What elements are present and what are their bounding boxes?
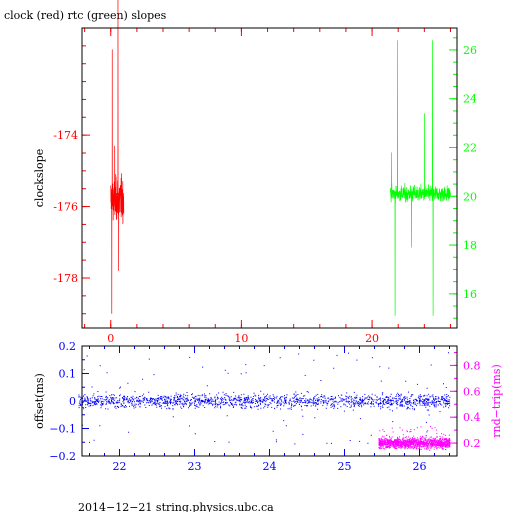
top-yright-tick-label: 20	[463, 190, 477, 203]
top-panel: 0 10 20 -174 -176 -178 16 18 20 22 24 26 clockslope	[33, 0, 477, 345]
bottom-yright-tick-label: 0.8	[463, 359, 481, 372]
bottom-panel: 22 23 24 25 26 0.2 0.1 0 −0.1 −0.2 0.8 0.6 0.4 0.2 of…	[33, 340, 503, 473]
top-x-tick-label: 10	[234, 332, 248, 345]
bottom-y-axis-label: offset(ms)	[33, 373, 46, 429]
bottom-x-tick-label: 22	[113, 460, 127, 473]
chart-title: clock (red) rtc (green) slopes	[4, 9, 167, 22]
bottom-plot-data	[78, 352, 451, 451]
top-yleft-tick-label: -178	[53, 272, 78, 285]
top-plot-frame	[81, 27, 458, 329]
bottom-x-tick-label: 25	[338, 460, 352, 473]
top-yright-tick-label: 22	[463, 142, 477, 155]
top-x-tick-label: 20	[365, 332, 379, 345]
bottom-yright-tick-label: 0.4	[463, 411, 481, 424]
bottom-yleft-tick-label: −0.2	[49, 450, 76, 463]
top-yright-tick-label: 18	[463, 239, 477, 252]
top-x-tick-label: 0	[107, 332, 114, 345]
bottom-yleft-tick-label: 0.1	[59, 368, 77, 381]
bottom-yright-tick-label: 0.2	[463, 437, 481, 450]
top-yright-tick-label: 26	[463, 44, 477, 57]
bottom-y2-axis-label: rnd−trip(ms)	[490, 364, 503, 438]
bottom-yleft-tick-label: 0.2	[59, 340, 77, 353]
top-series-right	[390, 40, 451, 316]
top-yright-tick-label: 24	[463, 93, 477, 106]
top-axis-ticks: 0 10 20 -174 -176 -178 16 18 20 22 24 26	[53, 28, 477, 345]
top-yleft-tick-label: -176	[53, 201, 78, 214]
bottom-x-tick-label: 24	[263, 460, 277, 473]
top-yright-tick-label: 16	[463, 288, 477, 301]
bottom-yleft-tick-label: 0	[69, 395, 76, 408]
bottom-series-left	[78, 352, 451, 445]
bottom-series-right	[378, 426, 451, 451]
bottom-yright-tick-label: 0.6	[463, 385, 481, 398]
bottom-x-tick-label: 23	[188, 460, 202, 473]
top-yleft-tick-label: -174	[53, 129, 78, 142]
bottom-yleft-tick-label: −0.1	[49, 423, 76, 436]
bottom-plot-frame	[81, 345, 458, 457]
footer-caption: 2014−12−21 string.physics.ubc.ca	[78, 501, 274, 512]
top-series-left	[110, 0, 125, 314]
top-plot-data	[110, 0, 451, 316]
bottom-x-tick-label: 26	[413, 460, 427, 473]
top-y-axis-label: clockslope	[33, 149, 46, 207]
